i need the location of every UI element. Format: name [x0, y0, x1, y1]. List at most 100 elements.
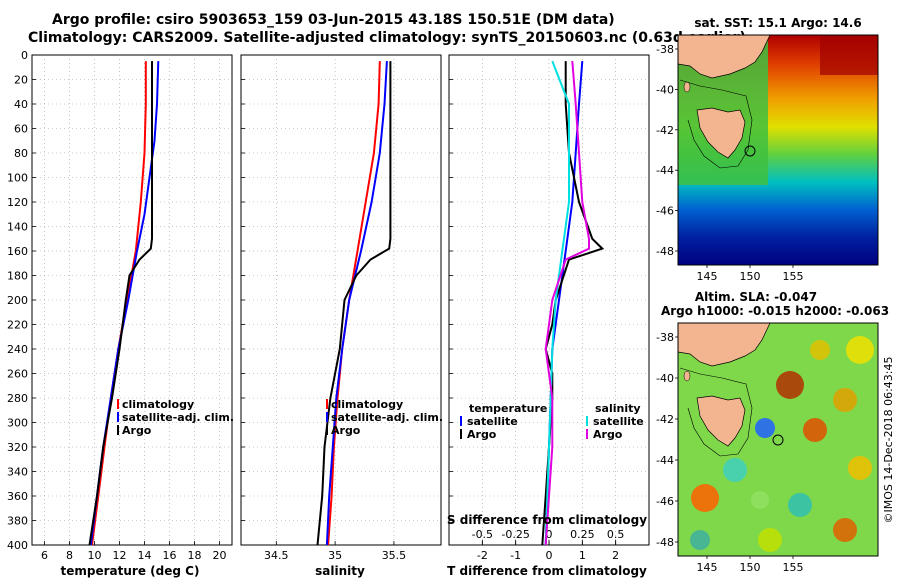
depth-tick-label: 200: [7, 294, 28, 307]
depth-tick-label: 0: [21, 49, 28, 62]
map-x-tick-label: 145: [697, 270, 718, 283]
difference-panel: -2 -1 0 1 2 -0.5 -0.25 0 0.25 0.5 temperature salin…: [448, 54, 650, 562]
series-line-climatology: [91, 61, 147, 546]
mainland-australia-sla: [678, 323, 771, 367]
x-tick-label: 35.5: [382, 549, 407, 562]
x-tick-label: 0: [546, 549, 553, 562]
legend-label: satellite: [467, 415, 518, 428]
x-tick-label: 34.5: [264, 549, 289, 562]
x-tick-label: 35: [328, 549, 342, 562]
sst-map: sat. SST: 15.1 Argo: 14.6 -38 -40 -42 -44 -4…: [656, 16, 879, 283]
argo-location-marker-sla: [772, 434, 784, 446]
legend-label: climatology: [331, 398, 403, 411]
depth-tick-label: 40: [14, 98, 28, 111]
sla-anomaly-blob: [755, 418, 775, 438]
x-tick-label: 8: [66, 549, 73, 562]
depth-tick-label: 300: [7, 417, 28, 430]
map-y-tick-label: -42: [656, 124, 674, 137]
x-tick-label: 2: [612, 549, 619, 562]
sla-anomaly-blob: [723, 458, 747, 482]
depth-tick-label: 80: [14, 147, 28, 160]
sla-anomaly-blob: [690, 530, 710, 550]
sla-anomaly-blob: [788, 493, 812, 517]
depth-tick-label: 360: [7, 490, 28, 503]
temperature-xlabel: temperature (deg C): [61, 564, 200, 578]
legend-label: climatology: [122, 398, 194, 411]
x-tick-label: 6: [41, 549, 48, 562]
depth-tick-label: 60: [14, 123, 28, 136]
map-x-tick-label: 150: [740, 561, 761, 574]
sla-anomaly-blob: [833, 518, 857, 542]
map-y-tick-label: -48: [656, 536, 674, 549]
depth-tick-label: 240: [7, 343, 28, 356]
depth-tick-label: 400: [7, 539, 28, 552]
sla-map-title-line1: Altim. SLA: -0.047: [695, 290, 817, 304]
depth-tick-label: 340: [7, 466, 28, 479]
warm-core-region: [820, 35, 878, 75]
sla-map-frame: [677, 322, 879, 557]
legend-title: salinity: [595, 402, 641, 415]
shelf-contour: [679, 79, 753, 169]
depth-tick-label: 320: [7, 441, 28, 454]
depth-tick-label: 220: [7, 319, 28, 332]
s-tick-label: 0.5: [607, 528, 625, 541]
map-y-tick-label: -48: [656, 245, 674, 258]
sla-anomaly-blob: [846, 336, 874, 364]
sla-map: Altim. SLA: -0.047 Argo h1000: -0.015 h2…: [656, 290, 889, 574]
map-x-tick-label: 155: [783, 270, 804, 283]
series-line-satellite_s: [544, 60, 570, 546]
difference-top-axis-label: S difference from climatology: [447, 513, 647, 527]
x-tick-label: 1: [579, 549, 586, 562]
map-y-tick-label: -38: [656, 43, 674, 56]
depth-axis: 0 20 40 60 80 100 120 140 160 180 200 220 240 260 280 3…: [7, 49, 28, 552]
x-tick-label: 20: [213, 549, 227, 562]
x-tick-label: -2: [477, 549, 488, 562]
tasmania-island-sla: [696, 395, 746, 447]
sla-anomaly-blob: [751, 491, 769, 509]
depth-tick-label: 260: [7, 368, 28, 381]
sla-anomaly-blob: [776, 371, 804, 399]
king-island-sla: [683, 370, 691, 382]
map-y-tick-label: -44: [656, 164, 674, 177]
argo-location-marker: [744, 145, 756, 157]
series-line-satellite: [325, 61, 388, 546]
legend-label: satellite-adj. clim.: [122, 411, 234, 424]
figure-title-line2: Climatology: CARS2009. Satellite-adjuste…: [28, 30, 746, 46]
legend-title: temperature: [469, 402, 547, 415]
series-line-argo: [316, 61, 392, 546]
legend-label: satellite: [593, 415, 644, 428]
sst-map-axes: -38 -40 -42 -44 -46 -48 145 150 155: [656, 43, 803, 283]
temperature-panel: 6 8 10 12 14 16 18 20 climatologysatellite-adj. …: [31, 54, 234, 562]
depth-tick-label: 380: [7, 515, 28, 528]
sla-map-axes: -38 -40 -42 -44 -46 -48 145 150 155: [656, 331, 803, 574]
x-tick-label: 18: [188, 549, 202, 562]
sla-anomaly-blob: [833, 388, 857, 412]
legend-label: Argo: [331, 424, 361, 437]
legend-label: Argo: [122, 424, 152, 437]
legend-label: satellite-adj. clim.: [331, 411, 443, 424]
series-line-argo: [88, 61, 153, 546]
map-y-tick-label: -44: [656, 454, 674, 467]
salinity-xlabel: salinity: [315, 564, 365, 578]
s-tick-label: 0: [546, 528, 553, 541]
x-tick-label: -1: [510, 549, 521, 562]
tasmania-island: [696, 107, 746, 159]
map-x-tick-label: 145: [697, 561, 718, 574]
sla-anomaly-blobs: [690, 336, 874, 552]
map-x-tick-label: 155: [783, 561, 804, 574]
king-island: [683, 81, 691, 93]
sla-anomaly-blob: [810, 340, 830, 360]
map-y-tick-label: -42: [656, 413, 674, 426]
depth-tick-label: 280: [7, 392, 28, 405]
depth-tick-label: 160: [7, 245, 28, 258]
imos-watermark: ©IMOS 14-Dec-2018 06:43:45: [882, 357, 895, 524]
s-tick-label: -0.25: [501, 528, 529, 541]
x-tick-label: 16: [163, 549, 177, 562]
depth-tick-label: 140: [7, 221, 28, 234]
s-tick-label: 0.25: [570, 528, 595, 541]
map-y-tick-label: -46: [656, 495, 674, 508]
sla-anomaly-blob: [803, 418, 827, 442]
figure-title-line1: Argo profile: csiro 5903653_159 03-Jun-2…: [52, 12, 615, 28]
map-x-tick-label: 150: [740, 270, 761, 283]
